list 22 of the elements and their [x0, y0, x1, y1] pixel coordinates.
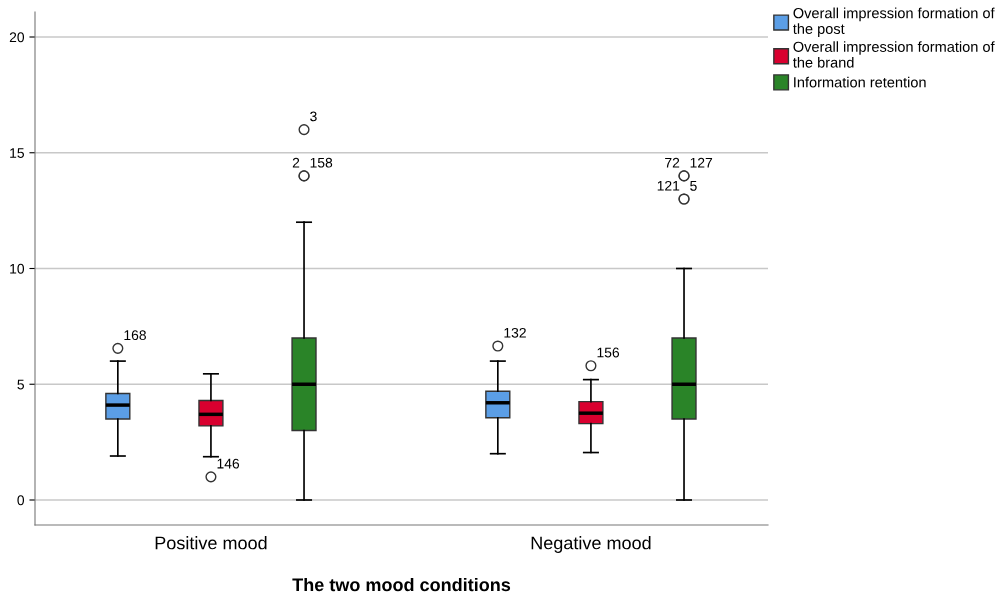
y-tick-label: 5: [17, 379, 24, 390]
legend-label: Overall impression formation of the brand: [793, 41, 995, 68]
annotation: 121: [657, 180, 680, 191]
annotation: 132: [504, 327, 526, 338]
x-axis-title: The two mood conditions: [292, 577, 511, 592]
legend-label: Overall impression formation of the post: [793, 7, 995, 37]
annotation: 127: [690, 157, 713, 168]
y-tick-label: 10: [10, 263, 25, 274]
annotation: 3: [310, 111, 317, 122]
legend-label: Information retention: [794, 76, 926, 88]
annotation: 168: [124, 330, 146, 341]
y-tick-label: 0: [17, 495, 25, 506]
x-tick-label: Negative mood: [531, 536, 651, 553]
y-tick-label: 20: [9, 32, 25, 43]
x-tick-label: Positive mood: [155, 536, 267, 550]
annotation: 5: [690, 181, 697, 191]
annotation: 72: [665, 157, 680, 168]
annotation: 156: [597, 347, 620, 358]
annotation: 158: [310, 157, 333, 168]
y-tick-label: 15: [10, 148, 24, 158]
annotation: 2: [292, 157, 300, 168]
annotation: 146: [217, 458, 240, 469]
